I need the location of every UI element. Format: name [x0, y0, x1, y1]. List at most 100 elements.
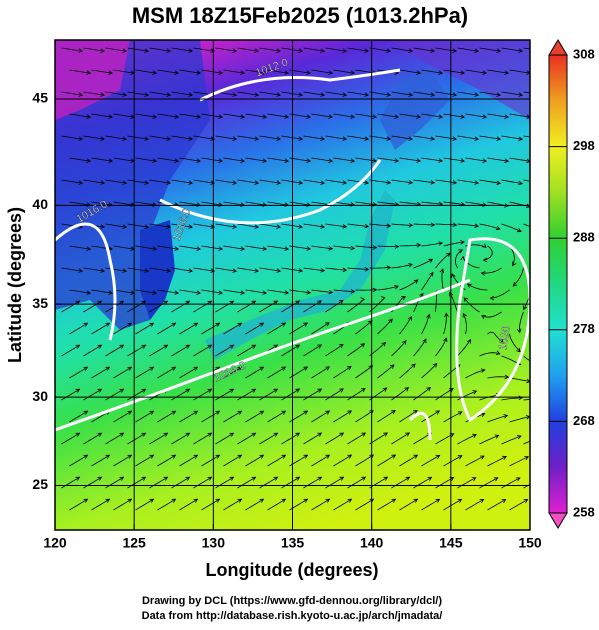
streamline [391, 263, 413, 269]
streamline [501, 397, 523, 401]
streamline [311, 366, 330, 379]
stream-arrow [317, 432, 323, 437]
isobar [55, 278, 471, 432]
x-tick-label: 135 [281, 535, 305, 551]
stream-arrow [149, 498, 155, 503]
streamline [413, 258, 433, 269]
streamline [267, 69, 289, 74]
streamline [413, 47, 435, 52]
stream-arrow [451, 273, 456, 278]
stream-arrow [386, 136, 392, 141]
stream-arrow [489, 295, 495, 301]
stream-arrow [460, 114, 466, 119]
streamline [421, 455, 440, 467]
streamline [61, 179, 83, 184]
streamline [215, 47, 237, 52]
stream-arrow [196, 290, 202, 295]
streamline [311, 498, 330, 511]
streamline [421, 113, 443, 118]
stream-arrow [152, 70, 158, 75]
streamline [135, 113, 157, 118]
stream-arrow [284, 158, 290, 163]
stream-arrow [320, 48, 326, 53]
stream-arrow [435, 454, 441, 460]
streamline [215, 388, 234, 401]
streamline [193, 344, 212, 357]
stream-arrow [254, 92, 260, 97]
streamline [435, 223, 457, 226]
stream-arrow [518, 180, 523, 186]
stream-arrow [218, 290, 224, 295]
stream-arrow [251, 344, 257, 349]
korea-land [140, 220, 175, 320]
streamline [413, 338, 427, 357]
streamline [399, 316, 412, 335]
stream-arrow [428, 258, 434, 263]
stream-arrow [394, 244, 400, 249]
stream-arrow [284, 114, 290, 119]
stream-arrow [541, 93, 545, 97]
streamline [281, 344, 300, 357]
streamline [391, 135, 413, 140]
stream-arrow [342, 48, 348, 53]
streamline [435, 388, 454, 401]
stream-arrow [328, 246, 334, 251]
streamline [457, 434, 477, 445]
streamline [443, 69, 465, 74]
streamline [399, 454, 418, 467]
streamline [267, 201, 289, 206]
stream-arrow [391, 498, 397, 503]
streamline [201, 322, 220, 335]
streamline [325, 344, 344, 357]
streamline [105, 135, 127, 140]
streamline [157, 366, 176, 379]
streamline [347, 135, 369, 140]
streamline [171, 267, 193, 272]
streamline [91, 201, 113, 206]
streamline [113, 454, 132, 467]
stream-arrow [295, 300, 301, 305]
streamline [523, 91, 530, 94]
streamline [391, 476, 410, 489]
stream-arrow [122, 224, 128, 229]
stream-arrow [372, 158, 378, 163]
stream-arrow [360, 343, 366, 348]
streamline [223, 322, 242, 335]
stream-arrow [539, 229, 543, 233]
stream-arrow [386, 265, 392, 271]
streamline [69, 322, 88, 335]
streamline [193, 47, 215, 52]
stream-arrow [83, 410, 89, 415]
stream-arrow [320, 92, 326, 97]
stream-arrow [122, 180, 128, 185]
stream-arrow [149, 454, 155, 459]
streamline [325, 179, 347, 184]
streamline [443, 201, 465, 205]
streamline [157, 410, 176, 423]
stream-arrow [166, 92, 172, 97]
streamline [463, 313, 467, 335]
isobar [455, 237, 530, 423]
streamline [413, 432, 432, 445]
streamline [157, 157, 179, 162]
streamline [490, 289, 510, 299]
colorbar-tick-label: 308 [573, 46, 595, 61]
streamline [237, 300, 256, 313]
streamline [245, 454, 264, 467]
streamline [113, 69, 135, 74]
colorbar-tick-label: 268 [573, 413, 595, 428]
japan-land [205, 190, 395, 360]
stream-arrow [237, 410, 243, 415]
stream-arrow [105, 498, 111, 503]
streamline [149, 135, 171, 140]
streamline [443, 241, 465, 247]
stream-arrow [232, 136, 238, 141]
streamline [333, 454, 352, 467]
stream-arrow [141, 432, 147, 437]
streamline [413, 223, 435, 226]
stream-arrow [317, 344, 323, 349]
streamline [223, 69, 245, 74]
streamline [179, 498, 198, 511]
streamline [325, 135, 347, 140]
streamline [179, 366, 198, 379]
